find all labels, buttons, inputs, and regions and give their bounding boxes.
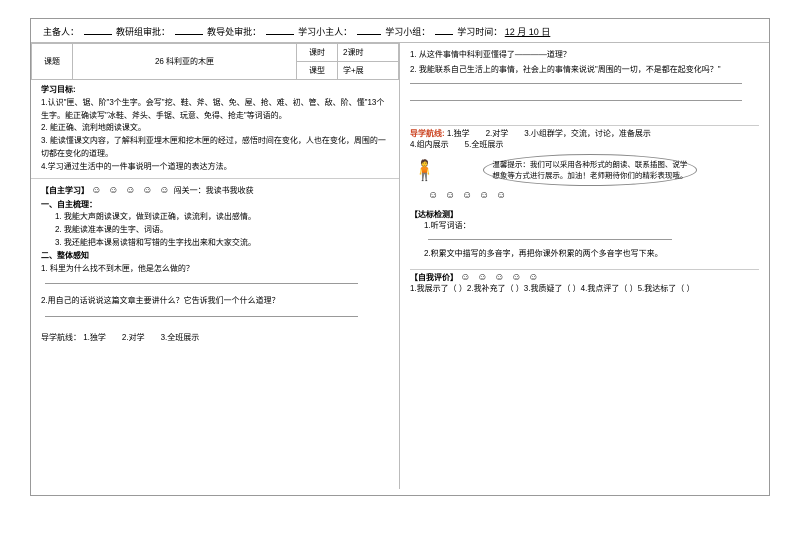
- faces-left: ☺ ☺ ☺ ☺ ☺: [91, 185, 171, 196]
- answer-line-1: [45, 275, 358, 284]
- self-eval-title: 【自我评价】: [410, 273, 458, 282]
- answer-line-2: [45, 308, 358, 317]
- nav-items2: 4.组内展示 5.全班展示: [410, 139, 759, 150]
- sec1-1: 1. 我能大声朗读课文，做到读正确，读流利，读出感情。: [41, 211, 389, 224]
- answer-line-3: [410, 75, 742, 84]
- type-val: 学+展: [338, 62, 399, 80]
- left-nav: 导学航线： 1.独学 2.对学 3.全班展示: [41, 332, 389, 345]
- sec2-1: 1. 科里为什么找不到木匣，他是怎么做的？: [41, 263, 389, 276]
- blank-1: [84, 34, 112, 35]
- faces-right-1: ☺ ☺ ☺ ☺ ☺: [428, 190, 759, 201]
- worksheet-page: 主备人： 教研组审批： 教导处审批： 学习小主人： 学习小组： 学习时间： 12…: [30, 18, 770, 496]
- period-label: 课时: [297, 44, 338, 62]
- columns: 课题 26 科利亚的木匣 课时 2课时 课型 学+展 学习目标: 1.认识"匣、…: [31, 43, 769, 489]
- goal-title: 学习目标:: [41, 84, 389, 97]
- test-2: 2.积累文中描写的多音字，再把你课外积累的两个多音字也写下来。: [410, 248, 759, 259]
- eval-items: 1.我展示了（ ）2.我补充了（ ）3.我质疑了（ ）4.我点评了（ ）5.我达…: [410, 283, 759, 294]
- goal-2: 2. 能正确、流利地朗读课文。: [41, 122, 389, 135]
- right-nav: 导学航线: 1.独学 2.对学 3.小组群学，交流，讨论，准备展示: [410, 128, 759, 139]
- person-icon: 🧍: [412, 158, 437, 183]
- right-column: 1. 从这件事情中科利亚懂得了————道理？ 2. 我能联系自己生活上的事情，社…: [400, 43, 769, 489]
- sec2-2: 2.用自己的话说说这篇文章主要讲什么？它告诉我们一个什么道理？: [41, 295, 389, 308]
- lesson-title: 26 科利亚的木匣: [73, 44, 297, 80]
- q2: 2. 我能联系自己生活上的事情，社会上的事情来说说"周围的一切，不是都在起变化吗…: [410, 64, 759, 75]
- period-val: 2课时: [338, 44, 399, 62]
- faces-right-2: ☺ ☺ ☺ ☺ ☺: [460, 272, 540, 283]
- sec1-3: 3. 我还能把本课易读错和写错的生字找出来和大家交流。: [41, 237, 389, 250]
- header-sgroup: 学习小组：: [385, 27, 430, 37]
- sec1-title: 一、自主梳理：: [41, 199, 389, 212]
- left-column: 课题 26 科利亚的木匣 课时 2课时 课型 学+展 学习目标: 1.认识"匣、…: [31, 43, 400, 489]
- goal-4: 4.学习通过生活中的一件事说明一个道理的表达方法。: [41, 161, 389, 174]
- divider-1: [410, 125, 759, 126]
- divider-2: [410, 269, 759, 270]
- blank-3: [266, 34, 294, 35]
- sec1-2: 2. 我能读准本课的生字、词语。: [41, 224, 389, 237]
- test-title: 【达标检测】: [410, 209, 759, 220]
- test-1: 1.听写词语：: [410, 220, 759, 231]
- q1: 1. 从这件事情中科利亚懂得了————道理？: [410, 49, 759, 60]
- meta-table: 课题 26 科利亚的木匣 课时 2课时 课型 学+展: [31, 43, 399, 80]
- header-row: 主备人： 教研组审批： 教导处审批： 学习小主人： 学习小组： 学习时间： 12…: [31, 19, 769, 43]
- header-prefix: 主备人：: [43, 27, 79, 37]
- header-owner: 学习小主人：: [298, 27, 352, 37]
- nav-title: 导学航线:: [410, 129, 445, 138]
- header-group: 教研组审批：: [116, 27, 170, 37]
- self-study-section: 【自主学习】 ☺ ☺ ☺ ☺ ☺ 闯关一：我读书我收获 一、自主梳理： 1. 我…: [31, 178, 399, 349]
- header-time-label: 学习时间：: [457, 27, 502, 37]
- blank-2: [175, 34, 203, 35]
- blank-5: [435, 34, 453, 35]
- goal-3: 3. 能读懂课文内容，了解科利亚埋木匣和挖木匣的经过，感悟时间在变化，人也在变化…: [41, 135, 389, 161]
- tip-callout: 温馨提示：我们可以采用各种形式的朗读、联系插图、说学想象等方式进行展示。加油！老…: [483, 154, 697, 186]
- goals-section: 学习目标: 1.认识"匣、锯、阶"3个生字。会写"挖、鞋、斧、锯、免、屋、抢、难…: [31, 80, 399, 178]
- header-office: 教导处审批：: [207, 27, 261, 37]
- answer-line-5: [428, 231, 672, 240]
- answer-line-4: [410, 92, 742, 101]
- self-eval-row: 【自我评价】 ☺ ☺ ☺ ☺ ☺: [410, 272, 759, 283]
- nav-items: 1.独学 2.对学 3.小组群学，交流，讨论，准备展示: [447, 129, 651, 138]
- self-study-title: 【自主学习】: [41, 186, 89, 195]
- blank-4: [357, 34, 381, 35]
- header-time-val: 12 月 10 日: [505, 27, 551, 37]
- goal-1: 1.认识"匣、锯、阶"3个生字。会写"挖、鞋、斧、锯、免、屋、抢、难、初、管、敌…: [41, 97, 389, 123]
- lesson-label: 课题: [32, 44, 73, 80]
- self-study-sub: 闯关一：我读书我收获: [174, 186, 254, 195]
- type-label: 课型: [297, 62, 338, 80]
- sec2-title: 二、整体感知: [41, 250, 389, 263]
